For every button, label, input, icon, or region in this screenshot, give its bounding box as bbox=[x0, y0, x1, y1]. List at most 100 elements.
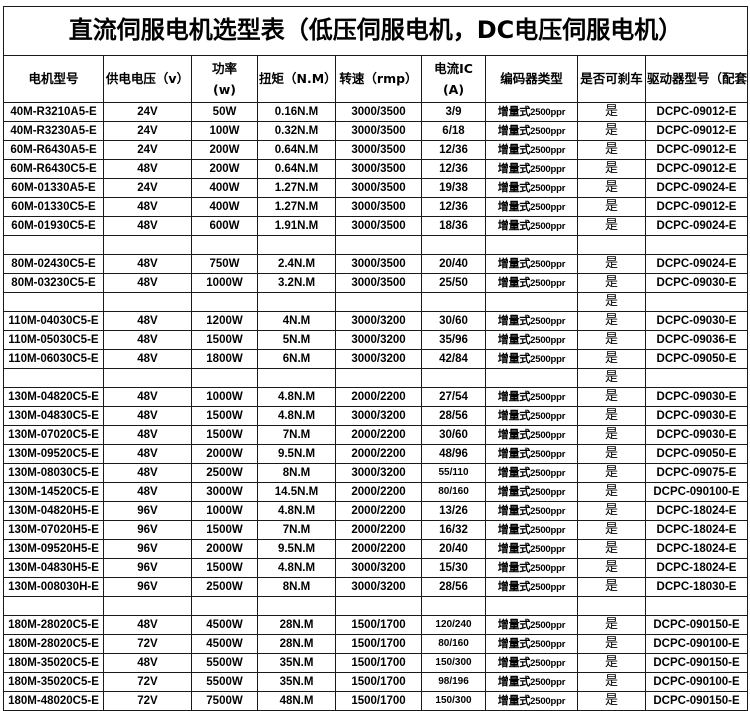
cell-speed: 1500/1700 bbox=[335, 653, 422, 673]
cell-speed: 2000/2200 bbox=[335, 425, 422, 445]
cell-speed bbox=[335, 292, 422, 312]
cell-current: 3/9 bbox=[421, 102, 486, 122]
column-header-label: 功率 bbox=[211, 60, 237, 76]
table-row: 130M-008030H-E 96V 2500W 8N.M 3000/3200 28/56… bbox=[3, 577, 749, 597]
cell-model: 130M-008030H-E bbox=[3, 577, 104, 597]
cell-current: 80/160 bbox=[421, 482, 486, 502]
cell-model: 60M-R6430C5-E bbox=[3, 159, 104, 179]
cell-encoder: 增量式2500ppr bbox=[485, 102, 578, 122]
cell-encoder: 增量式2500ppr bbox=[485, 615, 578, 635]
encoder-type-text: 增量式 bbox=[497, 123, 531, 137]
cell-encoder: 增量式2500ppr bbox=[485, 349, 578, 369]
cell-power: 2000W bbox=[191, 444, 258, 464]
cell-torque: 7N.M bbox=[257, 520, 336, 540]
column-header-label: 扭矩（N.M） bbox=[259, 71, 336, 87]
encoder-type-text: 增量式 bbox=[497, 541, 531, 555]
cell-speed: 2000/2200 bbox=[335, 444, 422, 464]
cell-encoder: 增量式2500ppr bbox=[485, 387, 578, 407]
cell-torque: 1.91N.M bbox=[257, 216, 336, 236]
cell-encoder: 增量式2500ppr bbox=[485, 425, 578, 445]
encoder-ppr-text: 2500ppr bbox=[530, 220, 566, 232]
cell-voltage: 24V bbox=[103, 121, 192, 141]
column-header-label: 编码器类型 bbox=[500, 71, 563, 87]
table-spacer-row bbox=[3, 596, 749, 616]
cell-voltage: 24V bbox=[103, 102, 192, 122]
table-spacer-row: 是 bbox=[3, 368, 749, 388]
cell-driver: DCPC-09012-E bbox=[644, 102, 749, 122]
table-row: 130M-04830C5-E 48V 1500W 4.8N.M 3000/3200 28/… bbox=[3, 406, 749, 426]
encoder-ppr-text: 2500ppr bbox=[530, 353, 566, 365]
cell-current: 12/36 bbox=[421, 140, 486, 160]
cell-power: 200W bbox=[191, 140, 258, 160]
cell-torque: 35N.M bbox=[257, 672, 336, 692]
cell-speed: 2000/2200 bbox=[335, 501, 422, 521]
cell-torque: 5N.M bbox=[257, 330, 336, 350]
cell-encoder: 增量式2500ppr bbox=[485, 444, 578, 464]
cell-model: 130M-04830C5-E bbox=[3, 406, 104, 426]
cell-driver bbox=[644, 292, 749, 312]
cell-driver: DCPC-18030-E bbox=[644, 577, 749, 597]
cell-brake: 是 bbox=[577, 311, 646, 331]
cell-brake: 是 bbox=[577, 653, 646, 673]
column-header-sublabel: (A) bbox=[442, 82, 465, 97]
table-row: 130M-08030C5-E 48V 2500W 8N.M 3000/3200 55/11… bbox=[3, 463, 749, 483]
cell-torque bbox=[257, 368, 336, 388]
encoder-ppr-text: 2500ppr bbox=[530, 144, 566, 156]
encoder-ppr-text: 2500ppr bbox=[530, 543, 566, 555]
encoder-type-text: 增量式 bbox=[497, 161, 531, 175]
cell-torque: 4.8N.M bbox=[257, 558, 336, 578]
cell-speed: 2000/2200 bbox=[335, 387, 422, 407]
cell-current: 12/36 bbox=[421, 159, 486, 179]
encoder-type-text: 增量式 bbox=[497, 142, 531, 156]
cell-driver: DCPC-090100-E bbox=[644, 482, 749, 502]
cell-torque: 7N.M bbox=[257, 425, 336, 445]
encoder-ppr-text: 2500ppr bbox=[530, 125, 566, 137]
cell-power: 7500W bbox=[191, 691, 258, 711]
cell-driver bbox=[644, 368, 749, 388]
cell-encoder: 增量式2500ppr bbox=[485, 197, 578, 217]
cell-driver: DCPC-09030-E bbox=[644, 311, 749, 331]
cell-speed: 1500/1700 bbox=[335, 615, 422, 635]
column-header-sublabel: (w) bbox=[213, 82, 236, 97]
spreadsheet-sheet: 直流伺服电机选型表（低压伺服电机，DC电压伺服电机） 电机型号 供电电压（v） 功率… bbox=[2, 6, 749, 711]
cell-driver: DCPC-18024-E bbox=[644, 501, 749, 521]
cell-current: 19/38 bbox=[421, 178, 486, 198]
cell-driver: DCPC-09012-E bbox=[644, 121, 749, 141]
cell-current: 28/56 bbox=[421, 577, 486, 597]
cell-driver: DCPC-09024-E bbox=[644, 254, 749, 274]
table-row: 180M-48020C5-E 72V 7500W 48N.M 1500/1700 150/… bbox=[3, 691, 749, 711]
table-row: 40M-R3210A5-E 24V 50W 0.16N.M 3000/3500 3/9 增量… bbox=[3, 102, 749, 122]
cell-brake: 是 bbox=[577, 539, 646, 559]
cell-driver: DCPC-09075-E bbox=[644, 463, 749, 483]
encoder-ppr-text: 2500ppr bbox=[530, 163, 566, 175]
cell-current: 80/160 bbox=[421, 634, 486, 654]
encoder-ppr-text: 2500ppr bbox=[530, 581, 566, 593]
cell-voltage: 48V bbox=[103, 406, 192, 426]
cell-brake bbox=[577, 596, 646, 616]
cell-brake: 是 bbox=[577, 159, 646, 179]
cell-current bbox=[421, 292, 486, 312]
cell-model: 80M-02430C5-E bbox=[3, 254, 104, 274]
cell-current: 150/300 bbox=[421, 653, 486, 673]
cell-power bbox=[191, 235, 258, 255]
cell-encoder: 增量式2500ppr bbox=[485, 311, 578, 331]
table-spacer-row: 是 bbox=[3, 292, 749, 312]
cell-driver bbox=[644, 235, 749, 255]
table-row: 130M-09520H5-E 96V 2000W 9.5N.M 2000/2200 20/… bbox=[3, 539, 749, 559]
cell-power: 100W bbox=[191, 121, 258, 141]
cell-speed: 2000/2200 bbox=[335, 520, 422, 540]
column-header-0: 电机型号 bbox=[3, 55, 104, 103]
cell-model: 180M-35020C5-E bbox=[3, 653, 104, 673]
table-row: 60M-R6430A5-E 24V 200W 0.64N.M 3000/3500 12/3… bbox=[3, 140, 749, 160]
cell-voltage: 24V bbox=[103, 178, 192, 198]
encoder-type-text: 增量式 bbox=[497, 655, 531, 669]
cell-voltage: 24V bbox=[103, 140, 192, 160]
cell-brake: 是 bbox=[577, 672, 646, 692]
cell-voltage: 48V bbox=[103, 159, 192, 179]
cell-torque: 0.16N.M bbox=[257, 102, 336, 122]
cell-power: 1000W bbox=[191, 273, 258, 293]
cell-power: 400W bbox=[191, 178, 258, 198]
cell-brake: 是 bbox=[577, 140, 646, 160]
cell-power: 750W bbox=[191, 254, 258, 274]
cell-encoder: 增量式2500ppr bbox=[485, 539, 578, 559]
